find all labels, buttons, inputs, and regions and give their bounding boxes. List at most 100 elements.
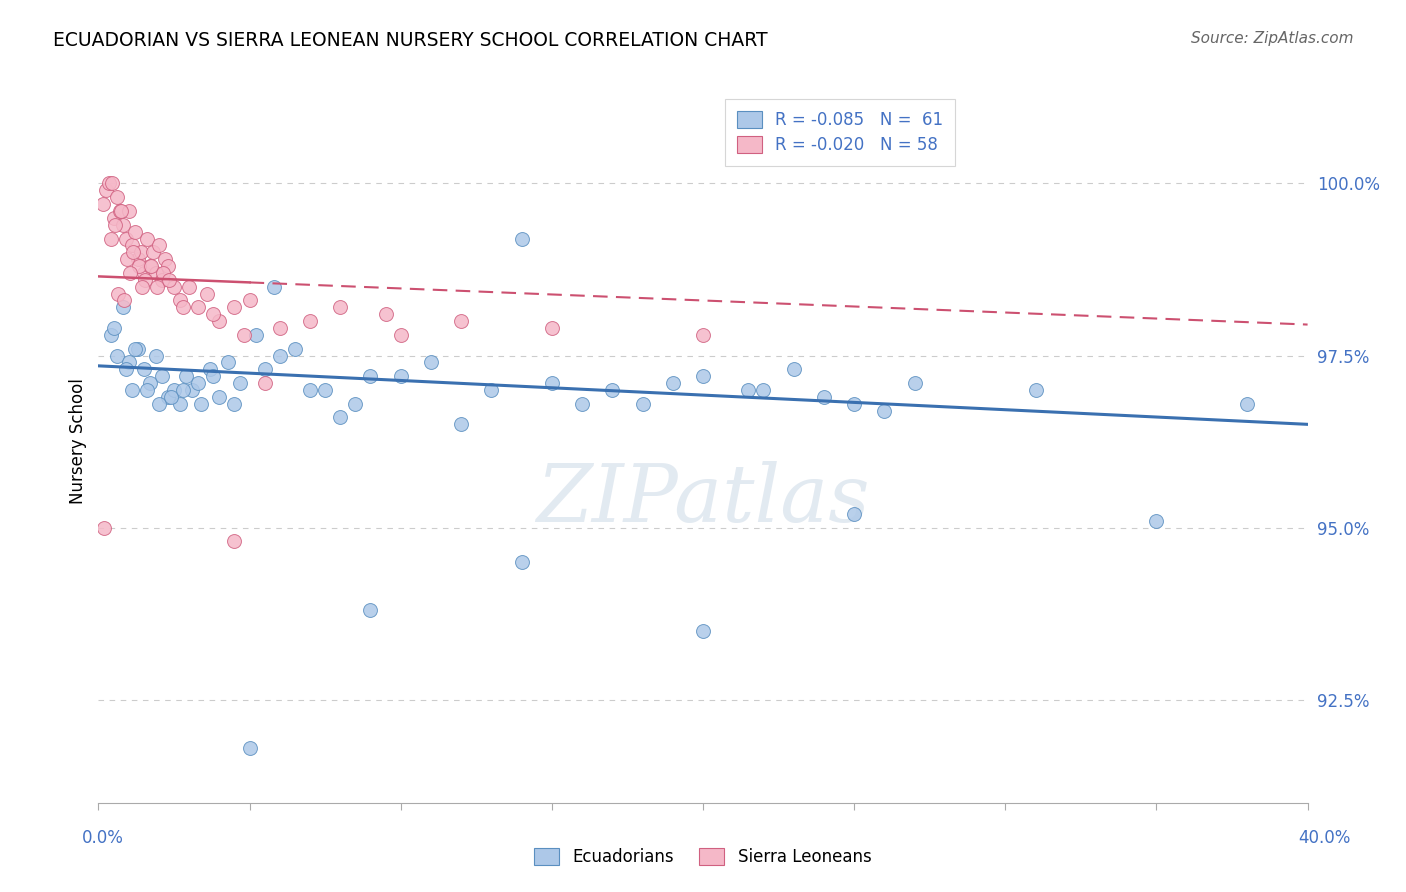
Point [91, 197, 114, 211]
Point [450, 314, 472, 328]
Point [103, 321, 125, 335]
Point [299, 383, 322, 397]
Point [145, 266, 167, 280]
Point [510, 555, 533, 569]
Point [344, 397, 367, 411]
Point [284, 342, 307, 356]
Point [374, 307, 396, 321]
Point [692, 624, 714, 638]
Point [904, 376, 927, 390]
Point [481, 383, 503, 397]
Point [124, 342, 146, 356]
Point [253, 376, 276, 390]
Point [329, 301, 352, 315]
Point [314, 383, 336, 397]
Point [783, 362, 806, 376]
Point [813, 390, 835, 404]
Point [150, 273, 173, 287]
Point [127, 342, 149, 356]
Point [208, 390, 231, 404]
Point [187, 301, 209, 315]
Point [145, 349, 167, 363]
Point [752, 383, 775, 397]
Point [195, 286, 218, 301]
Point [169, 293, 191, 308]
Point [692, 369, 714, 384]
Point [131, 279, 153, 293]
Point [104, 218, 127, 232]
Point [124, 225, 146, 239]
Point [107, 286, 129, 301]
Point [163, 383, 186, 397]
Point [121, 238, 143, 252]
Point [146, 279, 169, 293]
Point [602, 383, 624, 397]
Point [135, 231, 157, 245]
Point [202, 369, 225, 384]
Point [127, 252, 149, 267]
Point [132, 362, 155, 376]
Point [112, 293, 135, 308]
Point [389, 369, 412, 384]
Point [105, 190, 128, 204]
Point [450, 417, 472, 432]
Point [172, 301, 194, 315]
Point [93, 520, 115, 534]
Point [134, 273, 156, 287]
Legend: R = -0.085   N =  61, R = -0.020   N = 58: R = -0.085 N = 61, R = -0.020 N = 58 [725, 99, 955, 166]
Point [105, 349, 128, 363]
Point [103, 211, 125, 225]
Point [120, 266, 142, 280]
Point [224, 534, 246, 549]
Point [141, 259, 163, 273]
Point [142, 245, 165, 260]
Point [232, 327, 254, 342]
Point [121, 383, 143, 397]
Text: 40.0%: 40.0% [1298, 829, 1351, 847]
Point [152, 266, 174, 280]
Point [245, 327, 267, 342]
Text: Source: ZipAtlas.com: Source: ZipAtlas.com [1191, 31, 1354, 46]
Point [269, 349, 291, 363]
Point [571, 397, 593, 411]
Point [661, 376, 683, 390]
Point [299, 314, 322, 328]
Point [111, 301, 134, 315]
Point [360, 369, 382, 384]
Point [101, 177, 124, 191]
Point [360, 603, 382, 617]
Legend: Ecuadorians, Sierra Leoneans: Ecuadorians, Sierra Leoneans [527, 841, 879, 873]
Point [115, 252, 138, 267]
Point [98, 177, 121, 191]
Point [239, 740, 262, 755]
Point [239, 293, 262, 308]
Point [132, 266, 155, 280]
Point [150, 369, 173, 384]
Point [181, 383, 204, 397]
Point [179, 279, 201, 293]
Point [153, 252, 176, 267]
Point [135, 383, 157, 397]
Text: ZIPatlas: ZIPatlas [536, 460, 870, 538]
Text: 0.0%: 0.0% [82, 829, 124, 847]
Point [111, 218, 134, 232]
Point [156, 259, 179, 273]
Point [118, 355, 141, 369]
Point [1024, 383, 1046, 397]
Point [128, 259, 150, 273]
Point [129, 245, 152, 260]
Point [873, 403, 896, 417]
Point [148, 238, 170, 252]
Point [139, 376, 162, 390]
Point [844, 397, 866, 411]
Point [224, 301, 246, 315]
Point [160, 390, 183, 404]
Point [229, 376, 252, 390]
Point [737, 383, 759, 397]
Point [540, 376, 562, 390]
Point [208, 314, 231, 328]
Point [172, 383, 194, 397]
Point [263, 279, 285, 293]
Point [844, 507, 866, 521]
Point [1146, 514, 1168, 528]
